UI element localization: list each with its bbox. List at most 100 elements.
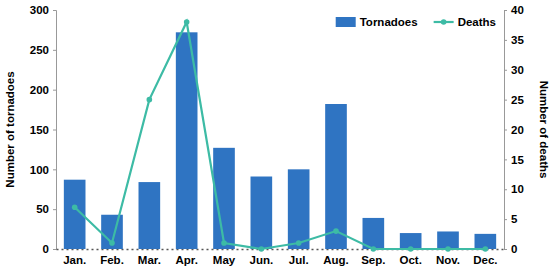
marker	[259, 246, 265, 252]
tick-mark	[53, 249, 56, 250]
bar	[101, 215, 123, 249]
tick: 20	[504, 124, 524, 136]
tick-mark	[504, 130, 507, 131]
tick-label: Mar.	[138, 254, 161, 266]
tick-mark	[53, 50, 56, 51]
marker	[109, 240, 115, 246]
tick: 5	[504, 213, 518, 225]
tick-label: 30	[511, 64, 524, 76]
tick: 150	[30, 124, 56, 136]
tick: 40	[504, 4, 524, 16]
legend-item: Tornadoes	[336, 16, 418, 28]
tick-label: Jan.	[63, 254, 86, 266]
legend-swatch	[336, 17, 356, 27]
tick-label: 100	[30, 164, 49, 176]
tick: Jan.	[63, 249, 86, 266]
tick-label: 150	[30, 124, 49, 136]
tick: 0	[43, 243, 56, 255]
tick-label: Aug.	[323, 254, 349, 266]
marker	[184, 19, 190, 25]
tick-label: Oct.	[399, 254, 421, 266]
tick-mark	[53, 90, 56, 91]
marker	[296, 240, 302, 246]
tick-mark	[53, 10, 56, 11]
tick: Mar.	[138, 249, 161, 266]
bar	[325, 104, 347, 249]
tick-mark	[504, 70, 507, 71]
tick-label: Dec.	[473, 254, 497, 266]
marker	[72, 204, 78, 210]
bar	[251, 177, 273, 249]
tick: 50	[36, 203, 56, 215]
y-axis-title: Number of tornadoes	[4, 71, 16, 187]
marker	[445, 246, 451, 252]
tick: 30	[504, 64, 524, 76]
y2-axis-title: Number of deaths	[538, 81, 550, 179]
tick: Feb.	[100, 249, 124, 266]
tick: 35	[504, 34, 524, 46]
tick-label: 35	[511, 34, 524, 46]
tick-label: 10	[511, 183, 524, 195]
marker	[408, 246, 414, 252]
tick: 25	[504, 94, 524, 106]
tick-mark	[504, 219, 507, 220]
tick: 10	[504, 183, 524, 195]
legend: Tornadoes Deaths	[336, 16, 496, 28]
plot: 0 50 100 150 200 250 300 0 5 10 15 20 25 30 35 40 Jan. Fe…	[30, 4, 525, 266]
tick-mark	[504, 10, 507, 11]
bar	[288, 169, 310, 249]
legend-item: Deaths	[434, 16, 496, 28]
tick-mark	[504, 189, 507, 190]
tick-label: Feb.	[100, 254, 124, 266]
tick-mark	[53, 209, 56, 210]
line	[75, 22, 486, 249]
tick-label: 300	[30, 4, 49, 16]
tick-label: May	[213, 254, 236, 266]
tick-label: Jul.	[289, 254, 309, 266]
tick-mark	[504, 249, 507, 250]
tick-label: Apr.	[175, 254, 197, 266]
tick: 300	[30, 4, 56, 16]
tick: 15	[504, 154, 524, 166]
legend-label: Tornadoes	[360, 16, 418, 28]
tick-label: 25	[511, 94, 524, 106]
tick: Jul.	[289, 249, 309, 266]
tick: May	[213, 249, 236, 266]
x-axis: Jan. Feb. Mar. Apr. May Jun. Jul. Aug. Sep. Oct. N…	[57, 249, 505, 266]
tick-label: 0	[511, 243, 517, 255]
tick-mark	[504, 100, 507, 101]
tick-label: Sep.	[361, 254, 385, 266]
tick-label: 250	[30, 44, 49, 56]
tick: 0	[504, 243, 517, 255]
tick-mark	[53, 130, 56, 131]
y2-axis: 0 5 10 15 20 25 30 35 40	[504, 4, 524, 255]
legend-marker	[441, 19, 447, 25]
tick-label: 20	[511, 124, 524, 136]
tick-label: 5	[511, 213, 518, 225]
marker	[371, 246, 377, 252]
marker	[147, 97, 153, 103]
tick-mark	[504, 159, 507, 160]
tick: 250	[30, 44, 56, 56]
tick-label: 40	[511, 4, 524, 16]
tick-label: 15	[511, 154, 524, 166]
tick: Apr.	[175, 249, 197, 266]
tick-label: Nov.	[436, 254, 460, 266]
tick-mark	[53, 169, 56, 170]
marker	[333, 228, 339, 234]
marker	[483, 246, 489, 252]
tick-label: 50	[36, 203, 49, 215]
tick: Aug.	[323, 249, 349, 266]
tick-label: Jun.	[250, 254, 274, 266]
bar	[139, 182, 161, 249]
axis-line	[505, 11, 508, 250]
y-axis: 0 50 100 150 200 250 300	[30, 4, 57, 255]
tick: 200	[30, 84, 56, 96]
marker	[221, 240, 227, 246]
tick-label: 0	[43, 243, 49, 255]
marks	[64, 19, 496, 252]
tick-mark	[504, 40, 507, 41]
axis-line	[53, 11, 57, 250]
legend-label: Deaths	[458, 16, 496, 28]
tick-label: 200	[30, 84, 49, 96]
